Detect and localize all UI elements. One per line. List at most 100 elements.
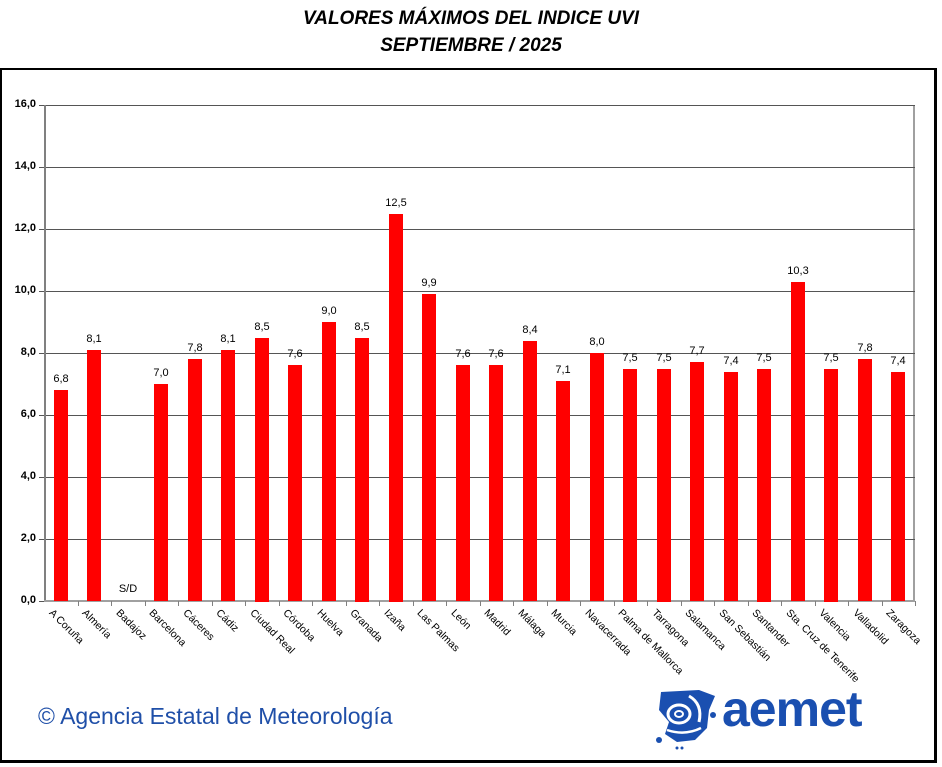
bar — [288, 365, 302, 601]
x-tick — [580, 601, 581, 606]
x-axis — [44, 600, 915, 602]
bar — [523, 341, 537, 601]
gridline — [46, 477, 915, 478]
bar-value-label: 7,4 — [890, 355, 906, 367]
y-tick — [39, 291, 45, 292]
bar-value-label: 8,1 — [220, 333, 236, 345]
x-tick — [446, 601, 447, 606]
bar-value-label: 7,1 — [555, 364, 571, 376]
bar-value-label: 7,4 — [723, 355, 739, 367]
y-tick-label: 4,0 — [20, 470, 36, 482]
bar — [657, 369, 671, 602]
bar-value-label: 9,9 — [421, 277, 437, 289]
bar-value-label: 7,5 — [756, 352, 772, 364]
bar — [422, 294, 436, 601]
x-tick — [346, 601, 347, 606]
x-tick — [111, 601, 112, 606]
x-tick — [781, 601, 782, 606]
bar-value-label: 7,6 — [488, 348, 504, 360]
x-tick — [714, 601, 715, 606]
x-tick — [145, 601, 146, 606]
bar — [322, 322, 336, 601]
x-tick — [513, 601, 514, 606]
bar — [221, 350, 235, 601]
bar — [489, 365, 503, 601]
x-tick — [915, 601, 916, 606]
gridline — [46, 291, 915, 292]
bar-value-label: 8,4 — [522, 324, 538, 336]
bar-value-label: 7,5 — [622, 352, 638, 364]
x-tick — [413, 601, 414, 606]
copyright-text: © Agencia Estatal de Meteorología — [38, 703, 393, 729]
x-tick — [212, 601, 213, 606]
gridline — [46, 105, 915, 106]
bar — [255, 338, 269, 602]
aemet-logo-text: aemet — [722, 681, 863, 737]
y-axis — [44, 105, 46, 602]
bar-value-label: 9,0 — [321, 305, 337, 317]
bar — [54, 390, 68, 601]
x-tick — [882, 601, 883, 606]
bar-value-label: 6,8 — [53, 373, 69, 385]
gridline — [46, 353, 915, 354]
x-tick — [748, 601, 749, 606]
gridline — [46, 539, 915, 540]
bar-value-label: 7,6 — [287, 348, 303, 360]
gridline — [46, 167, 915, 168]
bar-value-label: 7,5 — [656, 352, 672, 364]
y-tick — [39, 167, 45, 168]
bar-value-label: 8,1 — [86, 333, 102, 345]
bar-value-label: 7,5 — [823, 352, 839, 364]
bar-value-label: 7,0 — [153, 367, 169, 379]
bar — [891, 372, 905, 601]
x-tick — [78, 601, 79, 606]
y-tick-label: 2,0 — [20, 532, 36, 544]
bar — [355, 338, 369, 602]
bar-value-label: S/D — [118, 583, 138, 595]
gridline — [46, 415, 915, 416]
bar-value-label: 8,0 — [589, 336, 605, 348]
y-tick-label: 0,0 — [20, 594, 36, 606]
x-tick — [245, 601, 246, 606]
bar-value-label: 8,5 — [354, 321, 370, 333]
x-tick — [480, 601, 481, 606]
bar-value-label: 7,7 — [689, 345, 705, 357]
aemet-map-logo-icon — [656, 690, 716, 750]
y-tick — [39, 415, 45, 416]
bar-value-label: 8,5 — [254, 321, 270, 333]
chart-frame — [0, 68, 937, 763]
x-tick — [279, 601, 280, 606]
chart-subtitle: SEPTIEMBRE / 2025 — [380, 35, 562, 56]
bar — [556, 381, 570, 601]
bar — [456, 365, 470, 601]
bar — [858, 359, 872, 601]
x-tick — [178, 601, 179, 606]
gridline — [46, 229, 915, 230]
bar — [824, 369, 838, 602]
y-tick — [39, 229, 45, 230]
y-tick-label: 16,0 — [14, 98, 36, 110]
x-tick — [312, 601, 313, 606]
bar-value-label: 10,3 — [787, 265, 809, 277]
y-tick — [39, 477, 45, 478]
x-tick — [681, 601, 682, 606]
y-tick — [39, 105, 45, 106]
x-tick — [815, 601, 816, 606]
x-tick — [848, 601, 849, 606]
y-tick — [39, 353, 45, 354]
bar — [154, 384, 168, 601]
x-tick — [647, 601, 648, 606]
bar — [791, 282, 805, 601]
bar — [724, 372, 738, 601]
bar-value-label: 7,8 — [187, 342, 203, 354]
y-tick — [39, 601, 45, 602]
bar — [188, 359, 202, 601]
x-tick — [547, 601, 548, 606]
chart-title: VALORES MÁXIMOS DEL INDICE UVI — [302, 8, 640, 29]
bar-value-label: 7,8 — [857, 342, 873, 354]
y-tick-label: 12,0 — [14, 222, 36, 234]
bar — [87, 350, 101, 601]
y-tick — [39, 539, 45, 540]
y-tick-label: 8,0 — [20, 346, 36, 358]
bar-value-label: 7,6 — [455, 348, 471, 360]
